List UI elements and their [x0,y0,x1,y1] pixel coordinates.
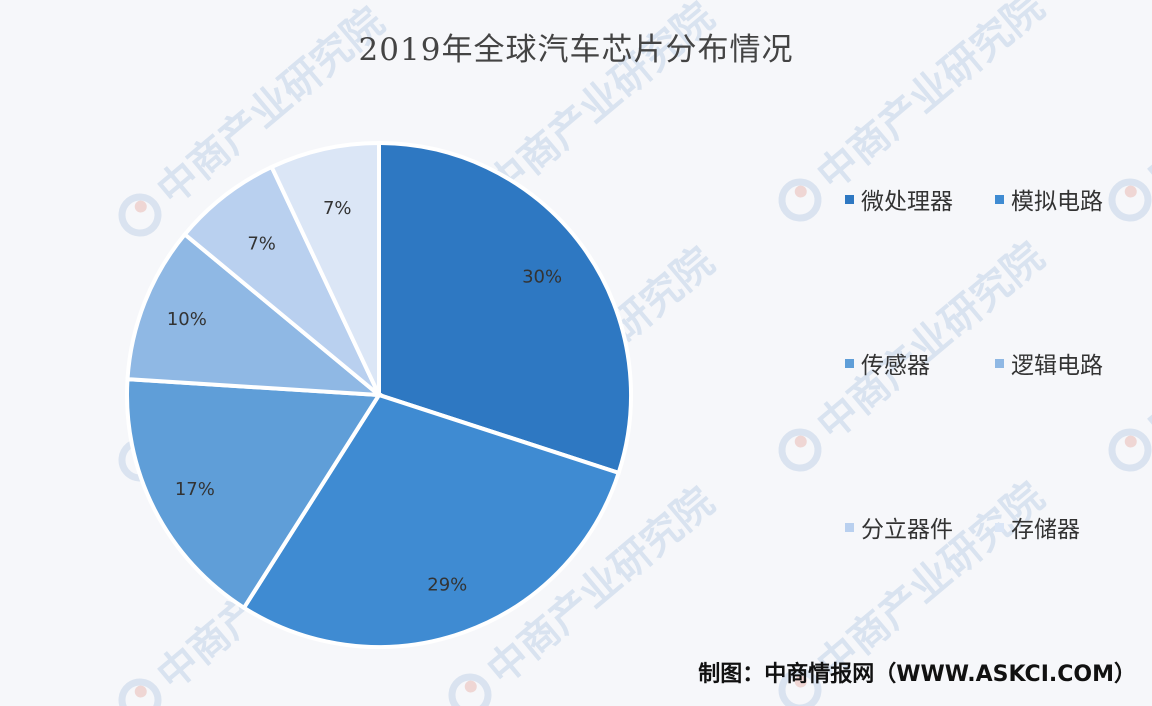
source-credit: 制图：中商情报网（WWW.ASKCI.COM） [698,662,1136,687]
legend-swatch [995,522,1004,532]
legend-item: 分立器件 [845,510,953,544]
legend-item: 逻辑电路 [995,346,1103,380]
pie-slice [241,392,622,649]
pie-slice [125,377,383,611]
pie-slice [125,231,386,398]
legend-swatch [845,522,854,532]
legend-item: 传感器 [845,346,930,380]
chart-title: 2019年全球汽车芯片分布情况 [358,32,794,68]
legend-label: 微处理器 [861,189,953,215]
slice-data-label: 10% [167,309,207,330]
legend-label: 逻辑电路 [1011,353,1103,379]
slice-data-label: 7% [247,234,276,255]
legend-swatch [845,358,854,368]
legend-label: 模拟电路 [1011,189,1103,215]
slice-data-label: 17% [175,479,215,500]
legend-item: 模拟电路 [995,182,1103,216]
slice-data-label: 30% [522,267,562,288]
pie-slice [377,140,633,476]
pie-slice [182,164,381,397]
legend-swatch [995,358,1004,368]
legend-label: 分立器件 [861,517,953,543]
legend-swatch [845,194,854,204]
legend-label: 传感器 [861,353,930,379]
legend-swatch [995,194,1004,204]
legend-label: 存储器 [1011,517,1080,543]
slice-data-label: 29% [427,575,467,596]
slice-data-label: 7% [323,198,352,219]
pie-slice [269,140,381,396]
legend-item: 存储器 [995,510,1080,544]
legend-item: 微处理器 [845,182,953,216]
